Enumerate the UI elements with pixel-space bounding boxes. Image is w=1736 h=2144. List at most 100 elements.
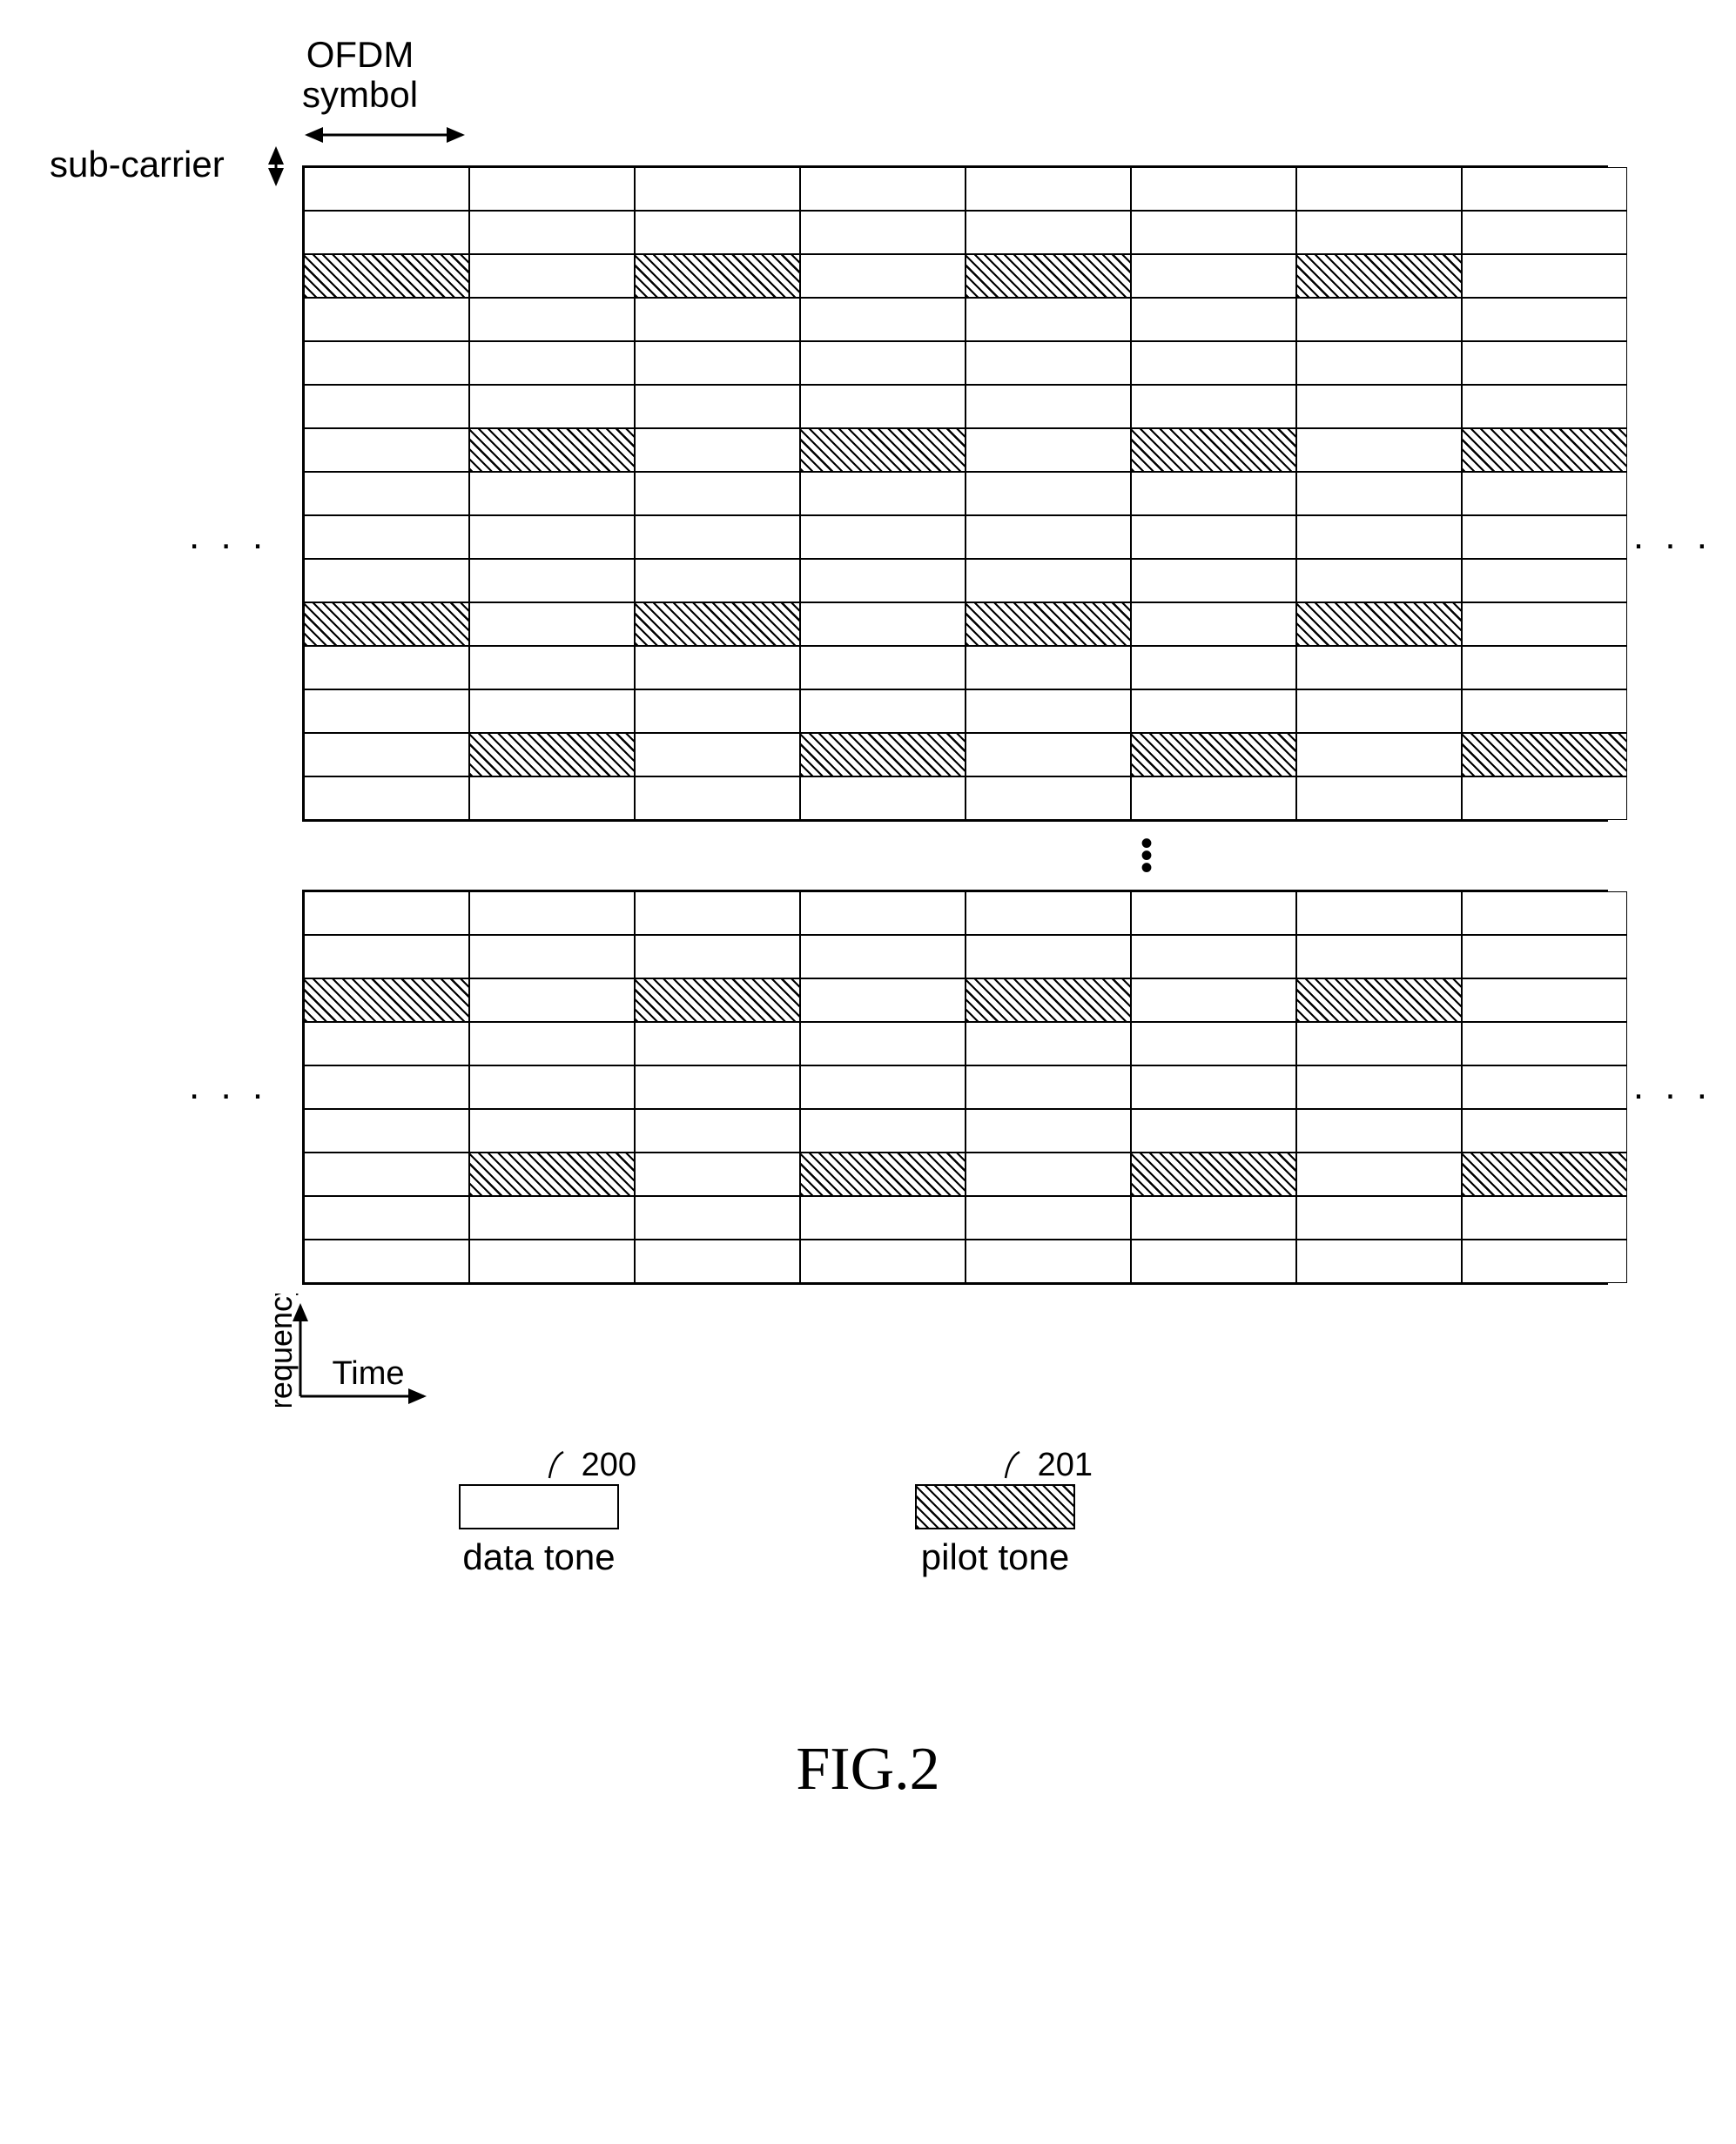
data-tone-cell: [1296, 935, 1462, 978]
data-tone-cell: [966, 385, 1131, 428]
data-tone-cell: [469, 472, 635, 515]
data-tone-cell: [800, 1196, 966, 1240]
data-tone-cell: [800, 254, 966, 298]
pilot-tone-cell: [304, 602, 469, 646]
data-tone-cell: [469, 1065, 635, 1109]
pilot-tone-cell: [469, 1153, 635, 1196]
legend-pilot-text: pilot tone: [915, 1536, 1075, 1578]
ofdm-grid-top: [302, 165, 1608, 822]
data-tone-cell: [1131, 298, 1296, 341]
data-tone-cell: [1296, 1022, 1462, 1065]
legend-data-tone: 200 data tone: [459, 1442, 619, 1578]
data-tone-cell: [1462, 1022, 1627, 1065]
data-tone-cell: [1296, 298, 1462, 341]
data-tone-cell: [1296, 1196, 1462, 1240]
data-tone-cell: [635, 428, 800, 472]
figure-caption: FIG.2: [41, 1735, 1695, 1805]
legend-pilot-ref: 201: [1038, 1447, 1093, 1483]
legend-data-ref: 200: [582, 1447, 636, 1483]
data-tone-cell: [1131, 1065, 1296, 1109]
legend-data-text: data tone: [459, 1536, 619, 1578]
data-tone-cell: [304, 385, 469, 428]
data-tone-cell: [635, 1022, 800, 1065]
data-tone-cell: [304, 298, 469, 341]
data-tone-cell: [1462, 1109, 1627, 1153]
data-tone-cell: [800, 559, 966, 602]
data-tone-cell: [800, 298, 966, 341]
ellipsis-left: . . .: [189, 514, 268, 558]
data-tone-cell: [304, 559, 469, 602]
data-tone-cell: [1296, 211, 1462, 254]
data-tone-cell: [966, 1153, 1131, 1196]
data-tone-cell: [1462, 341, 1627, 385]
legend-pilot-swatch: [915, 1484, 1075, 1529]
data-tone-cell: [966, 1196, 1131, 1240]
grid-bottom-wrap: . . . . . .: [302, 890, 1608, 1285]
data-tone-cell: [966, 935, 1131, 978]
data-tone-cell: [469, 385, 635, 428]
data-tone-cell: [1131, 515, 1296, 559]
data-tone-cell: [1296, 689, 1462, 733]
ofdm-width-arrow: [302, 122, 468, 152]
data-tone-cell: [469, 891, 635, 935]
data-tone-cell: [1131, 167, 1296, 211]
data-tone-cell: [304, 646, 469, 689]
data-tone-cell: [1462, 891, 1627, 935]
data-tone-cell: [966, 1065, 1131, 1109]
data-tone-cell: [1462, 385, 1627, 428]
data-tone-cell: [966, 646, 1131, 689]
pilot-tone-cell: [1462, 1153, 1627, 1196]
pilot-tone-cell: [1131, 428, 1296, 472]
data-tone-cell: [304, 1109, 469, 1153]
data-tone-cell: [1462, 167, 1627, 211]
data-tone-cell: [304, 733, 469, 776]
data-tone-cell: [1131, 891, 1296, 935]
subcarrier-label: sub-carrier: [50, 144, 225, 185]
data-tone-cell: [1462, 978, 1627, 1022]
data-tone-cell: [1131, 935, 1296, 978]
data-tone-cell: [966, 1022, 1131, 1065]
data-tone-cell: [966, 298, 1131, 341]
data-tone-cell: [1131, 978, 1296, 1022]
data-tone-cell: [966, 1240, 1131, 1283]
data-tone-cell: [304, 341, 469, 385]
data-tone-cell: [635, 167, 800, 211]
data-tone-cell: [966, 472, 1131, 515]
pilot-tone-cell: [966, 602, 1131, 646]
data-tone-cell: [1131, 559, 1296, 602]
data-tone-cell: [1462, 515, 1627, 559]
data-tone-cell: [635, 472, 800, 515]
pilot-tone-cell: [966, 254, 1131, 298]
data-tone-cell: [1462, 211, 1627, 254]
data-tone-cell: [635, 1065, 800, 1109]
data-tone-cell: [635, 1109, 800, 1153]
data-tone-cell: [800, 935, 966, 978]
data-tone-cell: [1296, 167, 1462, 211]
data-tone-cell: [1131, 776, 1296, 820]
data-tone-cell: [469, 978, 635, 1022]
data-tone-cell: [1131, 1240, 1296, 1283]
ofdm-symbol-label: OFDMsymbol: [302, 35, 418, 115]
data-tone-cell: [1462, 1240, 1627, 1283]
ellipsis-right: . . .: [1633, 1065, 1712, 1108]
data-tone-cell: [1131, 385, 1296, 428]
data-tone-cell: [469, 254, 635, 298]
data-tone-cell: [800, 1109, 966, 1153]
data-tone-cell: [1462, 935, 1627, 978]
data-tone-cell: [635, 733, 800, 776]
data-tone-cell: [304, 1065, 469, 1109]
data-tone-cell: [469, 211, 635, 254]
data-tone-cell: [469, 298, 635, 341]
data-tone-cell: [1131, 211, 1296, 254]
legend: 200 data tone 201 pilot tone: [459, 1442, 1695, 1578]
data-tone-cell: [635, 515, 800, 559]
data-tone-cell: [1462, 689, 1627, 733]
data-tone-cell: [635, 1196, 800, 1240]
data-tone-cell: [469, 935, 635, 978]
data-tone-cell: [1131, 341, 1296, 385]
data-tone-cell: [1131, 689, 1296, 733]
pilot-tone-cell: [304, 254, 469, 298]
data-tone-cell: [635, 211, 800, 254]
pilot-tone-cell: [469, 733, 635, 776]
data-tone-cell: [1296, 428, 1462, 472]
